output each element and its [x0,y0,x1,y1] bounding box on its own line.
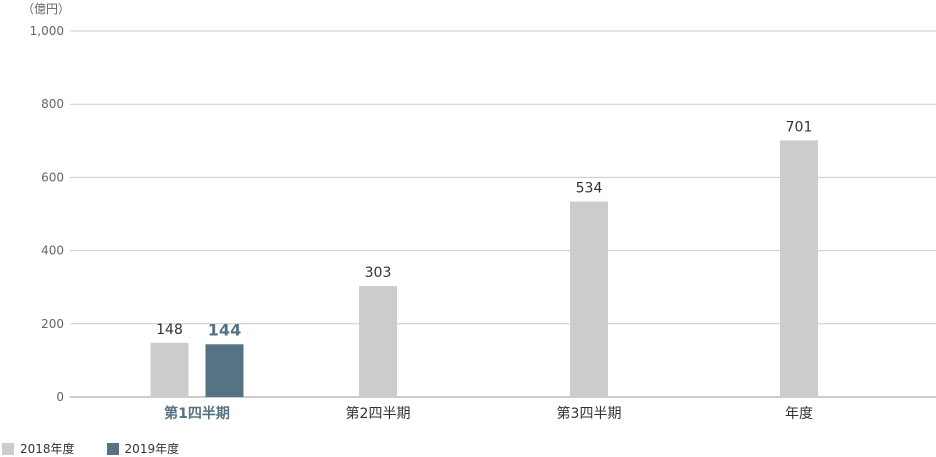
bar-2018年度-第2四半期 [359,286,397,397]
y-axis-unit-label: （億円） [22,2,70,16]
legend-swatch-2019 [106,442,119,455]
y-tick-label: 1,000 [30,24,64,38]
legend-item-2018: 2018年度 [2,440,75,457]
x-category-label: 第2四半期 [346,405,411,422]
x-category-label: 第3四半期 [557,405,622,422]
value-label: 303 [365,265,392,281]
value-labels: 148 144 303 534 701 [156,119,812,339]
bars [150,140,818,397]
legend-label-2018: 2018年度 [20,442,75,456]
bar-2018年度-第3四半期 [570,201,608,397]
value-label: 144 [208,320,241,339]
y-tick-label: 400 [41,244,64,258]
bar-2018年度-第1四半期 [150,342,189,397]
x-category-label: 第1四半期 [164,405,230,422]
value-label: 148 [156,322,183,338]
value-label: 534 [576,181,603,197]
bar-2018年度-年度 [780,140,818,397]
x-axis-categories: 第1四半期 第2四半期 第3四半期 年度 [164,405,813,422]
x-category-label: 年度 [785,406,813,422]
legend-swatch-2018 [2,442,14,455]
y-tick-label: 600 [41,170,64,184]
y-tick-label: 0 [56,390,64,404]
y-tick-label: 800 [41,97,64,111]
legend-item-2019: 2019年度 [106,440,180,457]
y-axis-ticks: 0 200 400 600 800 1,000 [30,24,64,404]
value-label: 701 [786,119,813,135]
y-tick-label: 200 [41,317,64,331]
legend: 2018年度 2019年度 [2,440,199,457]
legend-label-2019: 2019年度 [124,442,180,456]
bar-2019年度-第1四半期 [205,344,244,397]
